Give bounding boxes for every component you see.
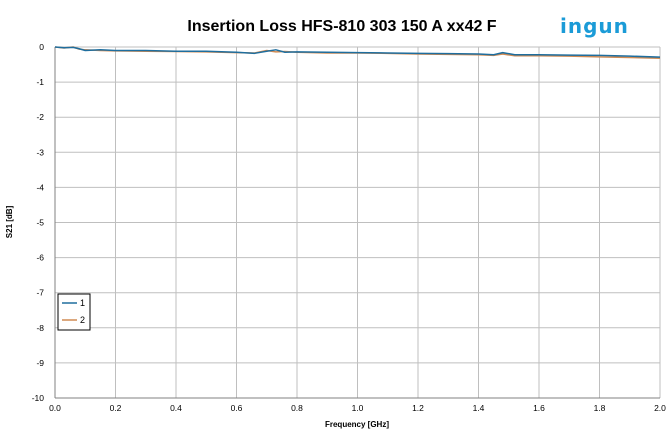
x-axis-label: Frequency [GHz]: [325, 420, 389, 429]
logo-wordmark: ingun: [560, 14, 629, 38]
y-tick-label: -1: [36, 77, 44, 87]
x-tick-label: 0.0: [49, 403, 61, 413]
y-tick-label: -6: [36, 253, 44, 263]
x-tick-label: 1.8: [594, 403, 606, 413]
y-tick-label: -5: [36, 218, 44, 228]
chart-title: Insertion Loss HFS-810 303 150 A xx42 F: [187, 18, 496, 35]
legend-label-series-1: 1: [80, 298, 85, 308]
brand-logo: ingun: [560, 14, 629, 38]
x-tick-label: 0.8: [291, 403, 303, 413]
x-tick-label: 1.2: [412, 403, 424, 413]
y-tick-label: -8: [36, 323, 44, 333]
y-axis-label: S21 [dB]: [5, 205, 14, 238]
x-tick-label: 2.0: [654, 403, 666, 413]
x-tick-label: 1.0: [352, 403, 364, 413]
x-tick-label: 0.4: [170, 403, 182, 413]
series-lines: [54, 46, 661, 59]
legend-label-series-2: 2: [80, 315, 85, 325]
tick-labels: 0.0 0.2 0.4 0.6 0.8 1.0 1.2 1.4 1.6 1.8 2.0 0 -1 -2 -3…: [32, 42, 666, 413]
y-tick-label: -10: [32, 393, 45, 403]
grid: [54, 46, 661, 399]
x-tick-label: 0.6: [231, 403, 243, 413]
y-tick-label: -9: [36, 358, 44, 368]
legend: 1 2: [57, 293, 91, 331]
series-line-1: [54, 46, 661, 58]
y-tick-label: -2: [36, 112, 44, 122]
y-tick-label: -7: [36, 288, 44, 298]
y-tick-label: -4: [36, 182, 44, 192]
x-tick-label: 1.6: [533, 403, 545, 413]
x-tick-label: 1.4: [473, 403, 485, 413]
axes: [54, 47, 660, 399]
legend-box: [57, 293, 91, 331]
x-tick-label: 0.2: [110, 403, 122, 413]
y-tick-label: -3: [36, 147, 44, 157]
y-tick-label: 0: [39, 42, 44, 52]
